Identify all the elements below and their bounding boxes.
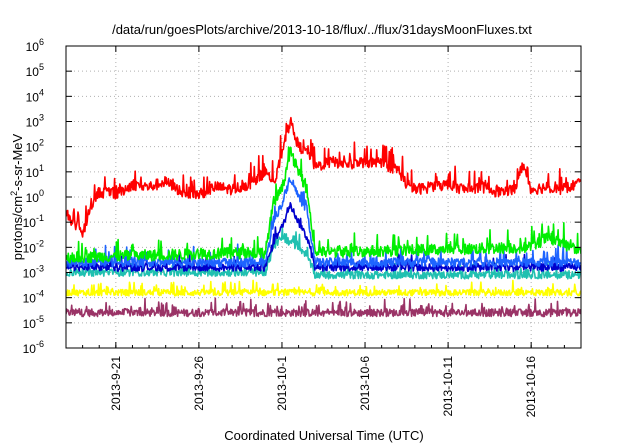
y-tick-label: 102 [26,138,44,155]
y-tick-exponent: 4 [39,87,44,97]
y-tick-exponent: -5 [36,314,44,324]
y-tick-base: 10 [26,166,40,180]
x-axis-ticks: 2013-9-21 2013-9-26 2013-10-1 2013-10-6 2013… [65,46,582,418]
y-tick-exponent: 0 [39,188,44,198]
y-tick-base: 10 [26,90,40,104]
y-tick-exponent: 1 [39,163,44,173]
x-axis-label: Coordinated Universal Time (UTC) [224,428,423,443]
x-tick-label: 2013-10-11 [441,356,455,417]
series-line [66,297,581,318]
y-tick-label: 10-2 [23,238,44,255]
y-tick-exponent: 3 [39,113,44,123]
y-tick-base: 10 [23,216,37,230]
y-tick-base: 10 [26,141,40,155]
x-tick-label: 2013-10-16 [524,356,538,418]
y-tick-label: 10-4 [23,289,44,306]
y-tick-exponent: 5 [39,62,44,72]
y-tick-base: 10 [23,241,37,255]
series-line [66,177,581,268]
y-tick-exponent: -4 [36,289,44,299]
y-tick-base: 10 [26,116,40,130]
y-tick-base: 10 [23,342,37,356]
y-axis-label-base: protons/cm [10,196,25,260]
y-axis-label-sup: 2 [9,191,19,196]
y-tick-exponent: -2 [36,238,44,248]
y-tick-label: 106 [26,37,44,54]
grid-lines [66,45,581,349]
y-tick-exponent: -6 [36,339,44,349]
y-tick-base: 10 [26,40,40,54]
y-tick-exponent: -3 [36,264,44,274]
y-tick-label: 100 [26,188,44,205]
y-tick-exponent: -1 [36,213,44,223]
y-tick-exponent: 6 [39,37,44,47]
y-tick-label: 10-1 [23,213,44,230]
y-tick-base: 10 [23,267,37,281]
y-axis-label-rest: -s-sr-MeV [10,133,25,190]
y-tick-base: 10 [23,292,37,306]
x-tick-label: 2013-9-21 [109,356,123,411]
y-axis-ticks: 10-610-510-410-310-210-11001011021031041… [23,37,581,356]
y-tick-exponent: 2 [39,138,44,148]
plot-frame [65,45,582,349]
y-tick-label: 104 [26,87,44,104]
series-line [66,116,581,238]
chart-title: /data/run/goesPlots/archive/2013-10-18/f… [112,22,532,37]
y-tick-base: 10 [26,65,40,79]
series-line [66,279,581,297]
y-tick-label: 10-3 [23,264,44,281]
x-tick-label: 2013-10-6 [358,356,372,411]
x-tick-label: 2013-9-26 [192,356,206,411]
series-line [66,146,581,264]
y-tick-label: 10-5 [23,314,44,331]
x-tick-label: 2013-10-1 [275,356,289,411]
y-tick-label: 101 [26,163,44,180]
y-tick-label: 10-6 [23,339,44,356]
y-tick-base: 10 [23,317,37,331]
y-tick-base: 10 [26,191,40,205]
y-tick-label: 105 [26,62,44,79]
series-lines [66,116,581,318]
y-axis-label: protons/cm2-s-sr-MeV [9,133,25,260]
y-tick-label: 103 [26,113,44,130]
